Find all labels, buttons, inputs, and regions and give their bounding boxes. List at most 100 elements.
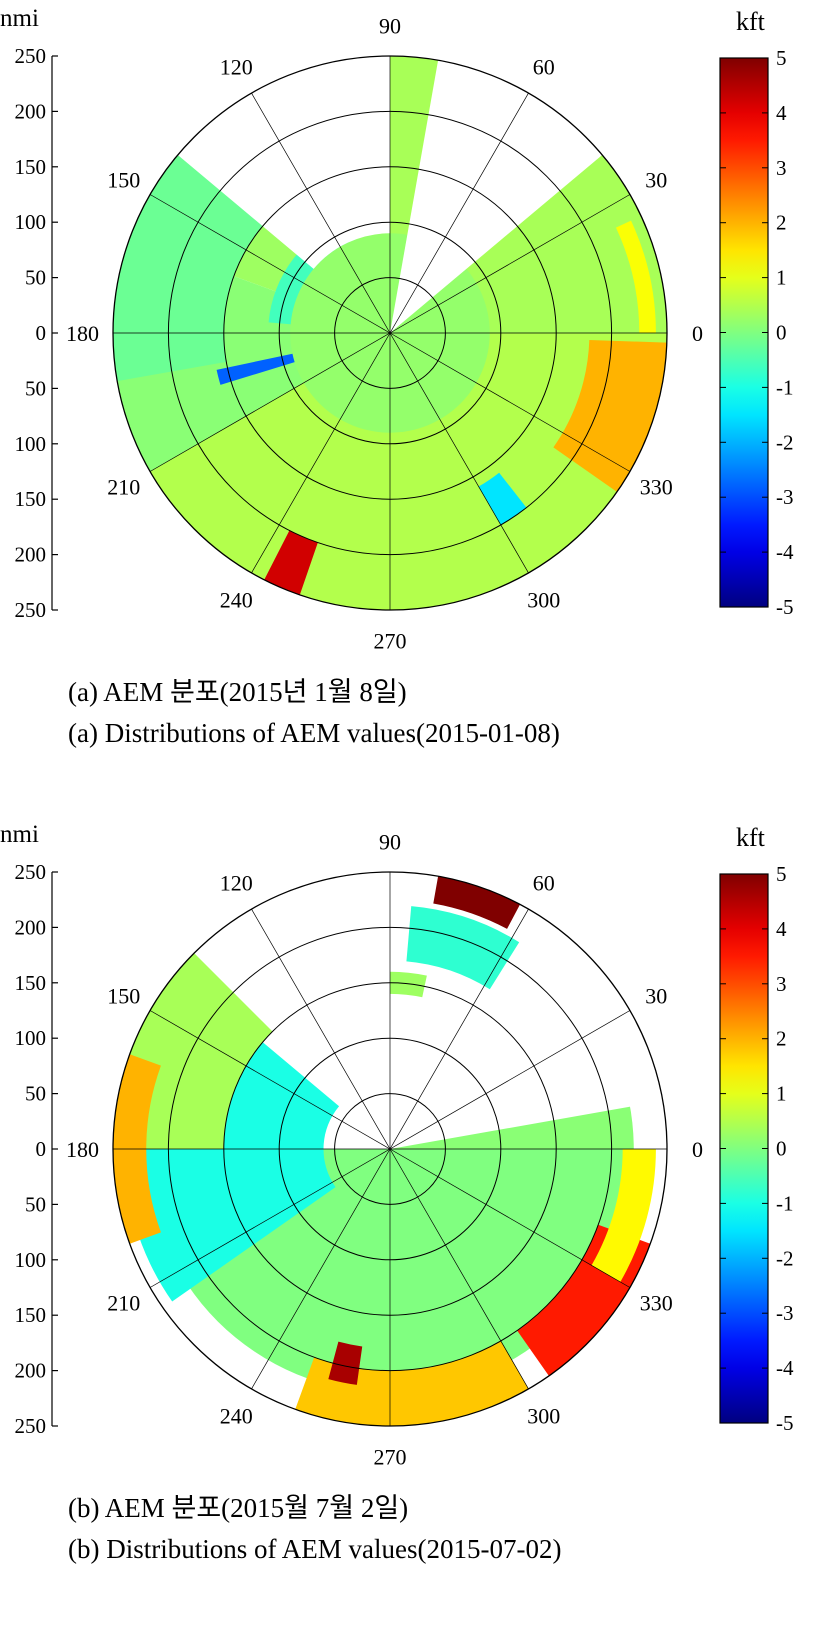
angle-tick-label: 150 (107, 167, 140, 192)
colorbar-tick-label: 3 (776, 972, 787, 996)
angle-tick-label: 270 (374, 1444, 407, 1469)
heatmap-cell (478, 472, 527, 525)
grid-spoke (389, 332, 529, 574)
radial-axis-label: nmi (0, 821, 39, 848)
angle-tick-label: 300 (527, 587, 560, 612)
radial-tick-label: 200 (15, 1359, 47, 1383)
colorbar-tick-label: 5 (776, 862, 787, 886)
colorbar-tick-label: 1 (776, 1082, 787, 1106)
grid-spoke (149, 1148, 391, 1288)
colorbar-label: kft (736, 823, 766, 852)
radial-tick-label: 100 (15, 432, 47, 456)
colorbar-tick-label: 3 (776, 156, 787, 180)
grid-spoke (251, 908, 391, 1150)
radial-tick-label: 100 (15, 1248, 47, 1272)
radial-tick-label: 250 (15, 44, 47, 68)
colorbar-tick-label: -5 (776, 1411, 794, 1435)
grid-spoke (149, 1010, 391, 1150)
panel-b: 90 60 30 0 330 300 270 240 210 180 150 120 250 200 150… (0, 816, 827, 1632)
polar-chart-b: 9060300330300270240210180150120250200150… (0, 821, 794, 1469)
grid-spoke (251, 1148, 391, 1390)
colorbar: 5 4 3 2 1 0 -1 -2 -3 -4 -5 (719, 46, 794, 619)
heatmap-regions (113, 56, 667, 610)
angle-tick-label: 120 (220, 55, 253, 80)
grid-spoke (149, 332, 391, 472)
colorbar-tick-label: 5 (776, 46, 787, 70)
angle-tick-label: 150 (107, 983, 140, 1008)
angle-tick-label: 0 (692, 321, 703, 346)
radial-tick-label: 150 (15, 971, 47, 995)
angle-tick-label: 120 (220, 871, 253, 896)
colorbar-tick-label: -1 (776, 375, 794, 399)
colorbar-bar (719, 57, 769, 608)
heatmap-cell (216, 353, 295, 385)
heatmap-cell (328, 1341, 363, 1385)
heatmap-cell (390, 60, 603, 333)
angle-tick-label: 90 (379, 14, 401, 39)
colorbar-tick-label: -4 (776, 540, 794, 564)
caption-korean-b: (b) AEM 분포(2015월 7월 2일) (68, 1493, 409, 1523)
colorbar-tick-label: -1 (776, 1191, 794, 1215)
colorbar-tick-label: 4 (776, 917, 787, 941)
grid-spoke (389, 1010, 631, 1150)
radial-tick-label: 0 (36, 321, 47, 345)
heatmap-cell (264, 530, 318, 595)
radial-tick-label: 250 (15, 1414, 47, 1438)
heatmap-cell (390, 922, 663, 1149)
angle-tick-label: 240 (220, 1403, 253, 1428)
radial-tick-label: 50 (25, 266, 46, 290)
colorbar-bar (719, 873, 769, 1424)
colorbar-tick-label: -4 (776, 1356, 794, 1380)
colorbar-tick-label: 1 (776, 266, 787, 290)
angle-tick-label: 60 (533, 55, 555, 80)
colorbar-tick-label: 0 (776, 321, 787, 345)
radial-tick-label: 200 (15, 915, 47, 939)
grid-spoke (389, 92, 529, 334)
heatmap-cell (295, 1340, 529, 1426)
colorbar: 5 4 3 2 1 0 -1 -2 -3 -4 -5 (719, 862, 794, 1435)
grid-spoke (389, 1148, 529, 1390)
radial-tick-label: 100 (15, 1026, 47, 1050)
colorbar-tick-label: 2 (776, 1027, 787, 1051)
angle-tick-label: 330 (640, 475, 673, 500)
angle-tick-label: 300 (527, 1403, 560, 1428)
angle-tick-label: 240 (220, 587, 253, 612)
radial-tick-label: 200 (15, 543, 47, 567)
radial-tick-label: 0 (36, 1137, 47, 1161)
colorbar-tick-label: -2 (776, 430, 794, 454)
angle-tick-label: 90 (379, 830, 401, 855)
angle-tick-label: 330 (640, 1291, 673, 1316)
radial-tick-label: 50 (25, 1082, 46, 1106)
radial-tick-label: 250 (15, 598, 47, 622)
heatmap-cell (406, 906, 520, 990)
angle-tick-label: 30 (645, 167, 667, 192)
colorbar-tick-label: -3 (776, 1301, 794, 1325)
angle-tick-label: 270 (374, 628, 407, 653)
grid-spoke (389, 908, 529, 1150)
heatmap-cell (553, 339, 667, 492)
colorbar-tick-label: -5 (776, 595, 794, 619)
radial-tick-label: 250 (15, 860, 47, 884)
angle-tick-label: 60 (533, 871, 555, 896)
caption-english-b: (b) Distributions of AEM values(2015-07-… (68, 1534, 562, 1564)
colorbar-tick-label: 0 (776, 1137, 787, 1161)
colorbar-tick-label: 2 (776, 211, 787, 235)
colorbar-label: kft (736, 7, 766, 36)
angle-tick-label: 180 (66, 321, 99, 346)
colorbar-tick-label: -3 (776, 485, 794, 509)
radial-tick-label: 150 (15, 487, 47, 511)
caption-english-a: (a) Distributions of AEM values(2015-01-… (68, 718, 560, 748)
polar-chart-a: 9060300330300270240210180150120250200150… (0, 5, 794, 653)
grid-spoke (149, 194, 391, 334)
angle-tick-label: 210 (107, 475, 140, 500)
polar-grid (112, 55, 668, 611)
heatmap-cell (177, 56, 390, 269)
heatmap-cell (433, 876, 521, 929)
heatmap-cell (150, 333, 667, 610)
angle-tick-label: 30 (645, 983, 667, 1008)
angle-tick-label: 210 (107, 1291, 140, 1316)
radial-tick-label: 150 (15, 1303, 47, 1327)
heatmap-cell (591, 1149, 656, 1282)
radial-tick-label: 150 (15, 155, 47, 179)
radial-axis: 250 200 150 100 50 0 50 100 150 200 250 (15, 44, 58, 622)
